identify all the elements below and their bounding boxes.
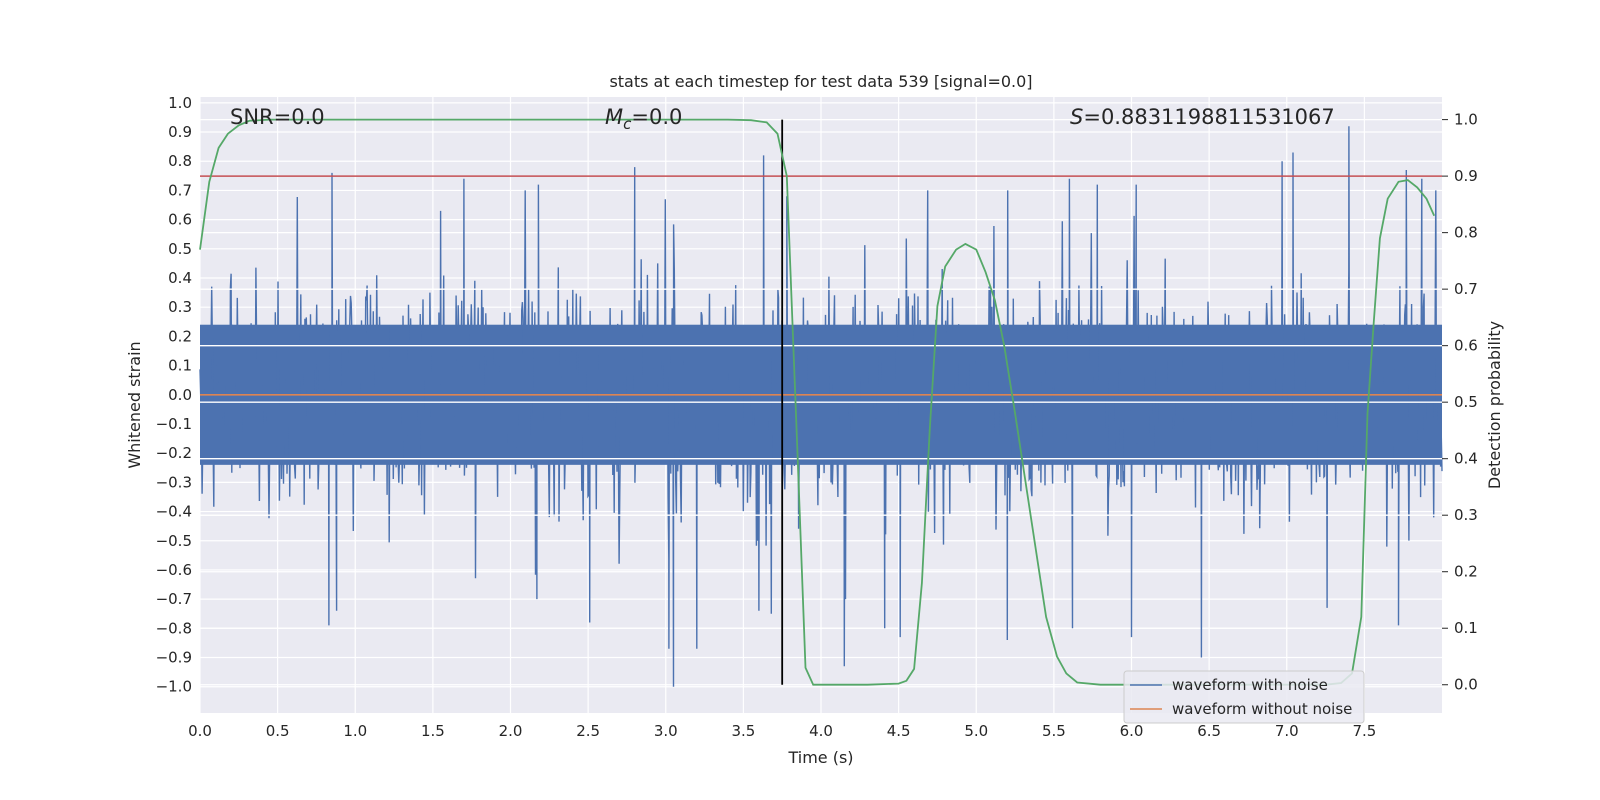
y2-tick-label: 1.0 [1454,111,1478,129]
snr-annotation: SNR=0.0 [230,105,325,129]
x-tick-label: 0.0 [188,722,212,740]
y-tick-label: −0.1 [156,415,192,433]
x-tick-label: 5.0 [964,722,988,740]
y-tick-label: 0.6 [168,211,192,229]
score-annotation: S=0.8831198811531067 [1070,105,1335,129]
chart-title: stats at each timestep for test data 539… [609,72,1032,91]
y-tick-label: 0.3 [168,298,192,316]
legend-label-clean: waveform without noise [1172,700,1352,718]
y-tick-label: 0.9 [168,123,192,141]
y2-tick-label: 0.2 [1454,563,1478,581]
x-tick-label: 3.5 [731,722,755,740]
y-tick-label: −0.8 [156,619,192,637]
y2-tick-label: 0.6 [1454,337,1478,355]
x-tick-label: 1.5 [421,722,445,740]
x-tick-label: 2.0 [499,722,523,740]
s-value: =0.8831198811531067 [1083,105,1334,129]
x-tick-label: 3.0 [654,722,678,740]
y-tick-label: 0.2 [168,327,192,345]
ticks-layer: 0.0 0.5 1.0 1.5 2.0 2.5 3.0 3.5 4.0 4.5 5.0 5.5 6.0 6… [156,94,1478,740]
y-axis-label: Whitened strain [125,341,144,468]
noisy-waveform-line [199,126,1443,687]
y2-tick-label: 0.5 [1454,393,1478,411]
legend-label-noisy: waveform with noise [1172,676,1328,694]
y2-tick-label: 0.7 [1454,280,1478,298]
s-symbol: S [1070,105,1083,129]
x-tick-label: 5.5 [1042,722,1066,740]
y-tick-label: 0.8 [168,152,192,170]
y-tick-label: 0.4 [168,269,192,287]
y-tick-label: −0.4 [156,503,192,521]
x-tick-label: 1.0 [343,722,367,740]
lines-layer [199,118,1442,686]
detection-probability-line [199,118,1436,686]
mc-symbol: M [605,105,623,129]
y2-tick-label: 0.0 [1454,676,1478,694]
legend: waveform with noise waveform without noi… [1123,670,1365,724]
y-tick-label: 0.7 [168,181,192,199]
x-tick-label: 4.5 [887,722,911,740]
mc-value: =0.0 [631,105,682,129]
y2-tick-label: 0.9 [1454,167,1478,185]
y-tick-label: −0.9 [156,649,192,667]
y2-tick-label: 0.8 [1454,224,1478,242]
y2-axis-label: Detection probability [1485,321,1504,489]
x-tick-label: 6.5 [1197,722,1221,740]
y2-tick-label: 0.4 [1454,450,1478,468]
mc-subscript: c [623,115,632,133]
x-tick-label: 0.5 [266,722,290,740]
y-tick-label: −0.3 [156,473,192,491]
y-tick-label: −0.5 [156,532,192,550]
legend-box [1123,670,1365,724]
y-tick-label: −1.0 [156,678,192,696]
x-tick-label: 4.0 [809,722,833,740]
y-tick-label: 1.0 [168,94,192,112]
y2-tick-label: 0.1 [1454,619,1478,637]
y-tick-label: −0.7 [156,590,192,608]
x-tick-label: 7.0 [1275,722,1299,740]
chirp-mass-annotation: Mc=0.0 [605,105,682,133]
y-tick-label: 0.1 [168,357,192,375]
y-tick-label: 0.0 [168,386,192,404]
x-axis-label: Time (s) [787,748,853,767]
y-tick-label: −0.2 [156,444,192,462]
x-tick-label: 2.5 [576,722,600,740]
y-tick-label: −0.6 [156,561,192,579]
x-tick-label: 6.0 [1120,722,1144,740]
y-tick-label: 0.5 [168,240,192,258]
y2-tick-label: 0.3 [1454,506,1478,524]
x-tick-label: 7.5 [1352,722,1376,740]
